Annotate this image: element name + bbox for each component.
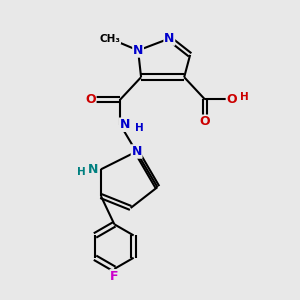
Text: N: N (131, 145, 142, 158)
Text: H: H (77, 167, 85, 177)
Text: O: O (226, 93, 237, 106)
Text: O: O (85, 93, 96, 106)
Text: H: H (240, 92, 249, 102)
Text: F: F (110, 270, 118, 283)
Text: CH₃: CH₃ (99, 34, 120, 44)
Text: N: N (119, 118, 130, 131)
Text: N: N (133, 44, 143, 57)
Text: H: H (135, 123, 143, 133)
Text: O: O (200, 115, 210, 128)
Text: N: N (88, 163, 98, 176)
Text: N: N (164, 32, 175, 45)
